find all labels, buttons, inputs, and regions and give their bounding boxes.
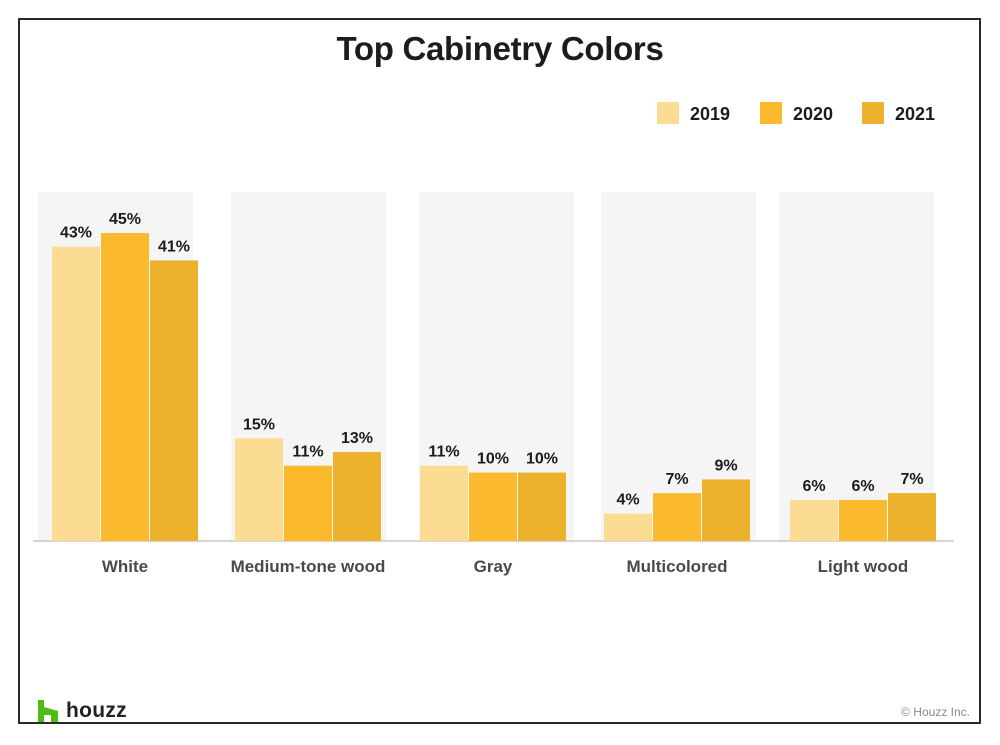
legend-swatch-2019: [657, 102, 679, 124]
data-label-light-wood-2019: 6%: [802, 478, 825, 495]
chart-title: Top Cabinetry Colors: [336, 30, 664, 67]
data-label-light-wood-2020: 6%: [851, 478, 874, 495]
legend-label-2019: 2019: [690, 104, 730, 124]
bar-medium-tone-wood-2020: [284, 465, 332, 541]
data-label-multicolored-2020: 7%: [665, 471, 688, 488]
bar-white-2021: [150, 260, 198, 541]
category-label-gray: Gray: [474, 557, 513, 576]
bar-gray-2020: [469, 472, 517, 541]
bar-white-2020: [101, 233, 149, 541]
data-label-multicolored-2021: 9%: [714, 457, 737, 474]
bar-light-wood-2021: [888, 493, 936, 541]
copyright-notice: © Houzz Inc.: [901, 705, 970, 719]
data-label-medium-tone-wood-2021: 13%: [341, 430, 373, 447]
data-label-gray-2019: 11%: [428, 444, 459, 461]
category-label-medium-tone-wood: Medium-tone wood: [231, 557, 386, 576]
data-label-white-2020: 45%: [109, 211, 141, 228]
bar-gray-2019: [420, 465, 468, 541]
data-label-white-2021: 41%: [158, 238, 190, 255]
legend-label-2021: 2021: [895, 104, 935, 124]
bar-white-2019: [52, 246, 100, 541]
houzz-h-icon: [38, 700, 58, 722]
data-label-light-wood-2021: 7%: [900, 471, 923, 488]
bar-multicolored-2020: [653, 493, 701, 541]
bar-gray-2021: [518, 472, 566, 541]
data-label-multicolored-2019: 4%: [616, 492, 639, 509]
data-label-medium-tone-wood-2019: 15%: [243, 416, 275, 433]
category-label-light-wood: Light wood: [818, 557, 909, 576]
data-label-medium-tone-wood-2020: 11%: [292, 444, 323, 461]
bar-medium-tone-wood-2021: [333, 452, 381, 541]
houzz-logo: houzz: [38, 699, 127, 723]
legend-swatch-2020: [760, 102, 782, 124]
bar-medium-tone-wood-2019: [235, 438, 283, 541]
legend-label-2020: 2020: [793, 104, 833, 124]
data-label-white-2019: 43%: [60, 225, 92, 242]
bar-light-wood-2019: [790, 499, 838, 541]
category-label-white: White: [102, 557, 148, 576]
logo-text: houzz: [66, 699, 127, 722]
data-label-gray-2021: 10%: [526, 451, 558, 468]
data-label-gray-2020: 10%: [477, 451, 509, 468]
category-label-multicolored: Multicolored: [626, 557, 727, 576]
bar-multicolored-2019: [604, 513, 652, 541]
legend-swatch-2021: [862, 102, 884, 124]
panel-light-wood: [779, 192, 934, 541]
bar-multicolored-2021: [702, 479, 750, 541]
bar-light-wood-2020: [839, 499, 887, 541]
